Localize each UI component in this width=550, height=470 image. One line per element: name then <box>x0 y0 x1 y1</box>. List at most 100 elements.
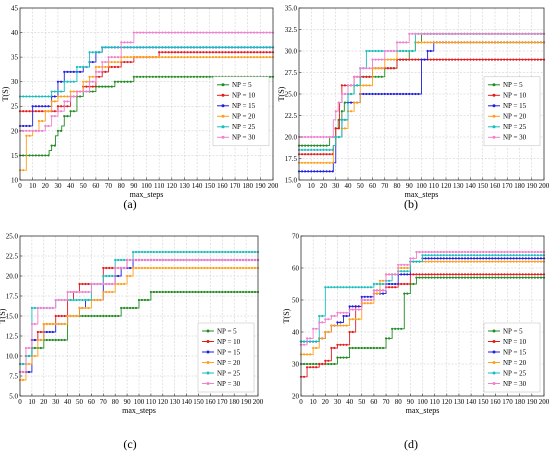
series-point <box>300 153 304 156</box>
series-point <box>34 154 37 157</box>
series-point <box>387 337 391 340</box>
series-point <box>342 314 345 318</box>
series-point <box>372 282 375 286</box>
series-point <box>536 250 540 254</box>
series-point <box>374 49 377 53</box>
series-point <box>22 110 25 113</box>
series-point <box>101 85 104 88</box>
series-point <box>391 327 394 330</box>
series-point <box>197 266 200 270</box>
series-point <box>476 276 479 279</box>
series-point <box>60 110 63 113</box>
series-point <box>530 257 533 260</box>
series-point <box>417 41 420 44</box>
series-line <box>20 259 258 373</box>
series-point <box>66 115 69 118</box>
series-point <box>445 273 448 276</box>
series-point <box>360 346 363 350</box>
series-point <box>102 282 105 286</box>
series-point <box>132 56 135 59</box>
series-point <box>186 51 189 54</box>
series-point <box>87 290 90 294</box>
series-point <box>509 276 512 279</box>
series-point <box>164 46 167 49</box>
x-tick-label: 120 <box>167 182 178 190</box>
series-point <box>50 90 53 93</box>
series-point <box>400 263 403 266</box>
series-point <box>391 273 394 276</box>
series-point <box>30 322 33 326</box>
series-point <box>173 266 176 270</box>
series-point <box>183 46 186 49</box>
series-point <box>205 56 208 59</box>
series-point <box>145 56 148 59</box>
series-point <box>259 31 262 34</box>
series-point <box>405 49 408 53</box>
series-point <box>22 95 25 98</box>
series-point <box>102 274 105 278</box>
series-point <box>322 148 325 151</box>
series-point <box>394 273 397 276</box>
series-point <box>97 65 101 69</box>
series-point <box>345 311 348 314</box>
series-point <box>312 327 315 330</box>
y-axis-title: T(S) <box>1 86 10 101</box>
series-point <box>327 359 330 362</box>
x-tick-label: 70 <box>100 398 108 406</box>
series-point <box>252 51 256 54</box>
series-point <box>447 41 451 44</box>
series-point <box>310 144 313 147</box>
series-point <box>221 46 224 49</box>
series-point <box>221 51 224 54</box>
series-point <box>142 56 145 59</box>
series-point <box>429 41 432 44</box>
series-point <box>349 84 353 87</box>
series-point <box>506 41 509 44</box>
series-point <box>312 366 315 369</box>
series-point <box>435 32 438 35</box>
series-point <box>309 353 312 356</box>
legend-entry: NP = 30 <box>503 134 527 142</box>
series-point <box>97 51 101 54</box>
series-point <box>51 338 54 342</box>
series-point <box>417 58 420 61</box>
y-tick-label: 12.5 <box>6 332 19 340</box>
series-point <box>530 254 533 257</box>
series-point <box>262 31 265 34</box>
x-tick-label: 50 <box>80 182 88 190</box>
series-point <box>389 67 392 70</box>
series-point <box>322 135 325 139</box>
series-point <box>371 92 374 96</box>
series-point <box>142 31 145 34</box>
x-tick-label: 180 <box>229 398 240 406</box>
series-point <box>524 58 527 61</box>
series-point <box>45 306 48 310</box>
x-tick-label: 160 <box>490 182 501 190</box>
series-point <box>31 105 34 108</box>
series-point <box>494 254 497 257</box>
series-point <box>60 90 63 93</box>
series-point <box>33 338 36 342</box>
x-tick-label: 200 <box>539 398 550 406</box>
series-point <box>515 254 518 257</box>
series-point <box>433 260 436 263</box>
series-point <box>84 298 87 302</box>
series-point <box>221 250 224 254</box>
y-tick-label: 20.0 <box>6 272 19 280</box>
series-point <box>116 65 120 69</box>
legend-swatch-marker <box>492 114 496 118</box>
series-point <box>191 258 194 262</box>
series-point <box>69 298 72 302</box>
series-point <box>391 282 394 286</box>
series-point <box>149 250 152 254</box>
series-point <box>25 110 28 113</box>
series-point <box>424 260 427 263</box>
series-point <box>509 58 512 61</box>
series-point <box>90 282 93 286</box>
series-point <box>445 276 448 279</box>
x-tick-label: 50 <box>76 398 84 406</box>
series-point <box>111 266 114 270</box>
x-tick-label: 10 <box>308 182 316 190</box>
series-point <box>167 56 170 59</box>
